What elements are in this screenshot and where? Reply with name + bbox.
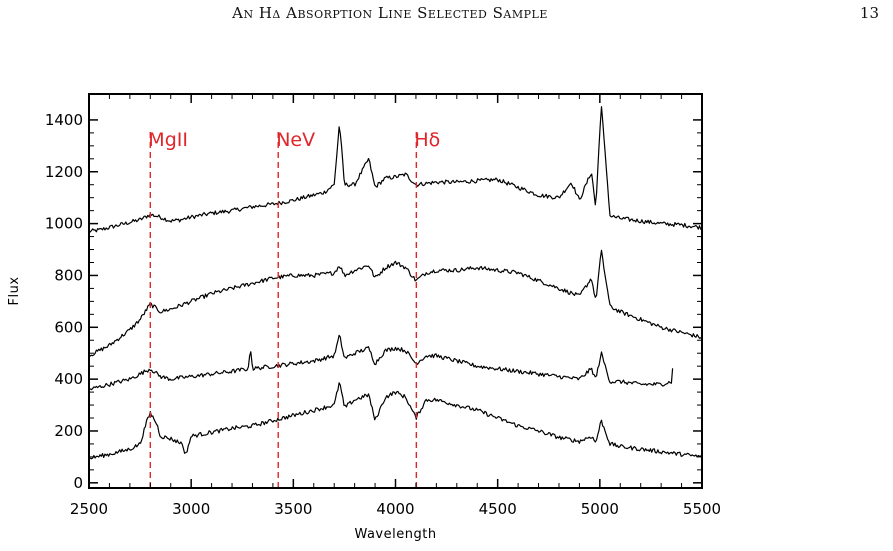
y-tick-label: 800 [54,266,83,284]
x-tick-label: 4000 [376,500,414,518]
x-axis-title: Wavelength [354,527,436,542]
x-tick-label: 5000 [581,500,619,518]
reference-label-1: MgII [148,129,188,151]
x-tick-label: 2500 [70,500,108,518]
y-tick-label: 200 [54,422,83,440]
spectrum-line-4 [88,382,703,460]
x-tick-label: 4500 [479,500,517,518]
spectrum-line-2 [88,249,703,359]
axes: 2500 3000 3500 4000 4500 5000 5500 0 200 400 600 80… [45,94,721,518]
series-layer [88,106,703,460]
x-tick-label: 3000 [172,500,210,518]
spectrum-line-1 [88,106,703,233]
x-tick-label: 3500 [274,500,312,518]
reference-label-2: NeV [276,129,315,151]
y-tick-label: 1400 [45,111,83,129]
reference-label-3: Hδ [414,129,440,151]
y-tick-label: 600 [54,318,83,336]
running-header: An Hδ Absorption Line Selected Sample 13 [0,0,893,40]
header-title: An Hδ Absorption Line Selected Sample [232,4,548,22]
spectrum-line-3 [88,334,674,391]
page-number: 13 [859,4,879,22]
y-axis-title: Flux [7,276,22,305]
y-tick-label: 400 [54,370,83,388]
y-tick-label: 1200 [45,163,83,181]
plot-frame [88,93,703,489]
y-tick-label: 1000 [45,215,83,233]
y-tick-label: 0 [73,474,83,492]
reference-lines: MgII NeV Hδ [148,129,440,488]
x-tick-label: 5500 [683,500,721,518]
